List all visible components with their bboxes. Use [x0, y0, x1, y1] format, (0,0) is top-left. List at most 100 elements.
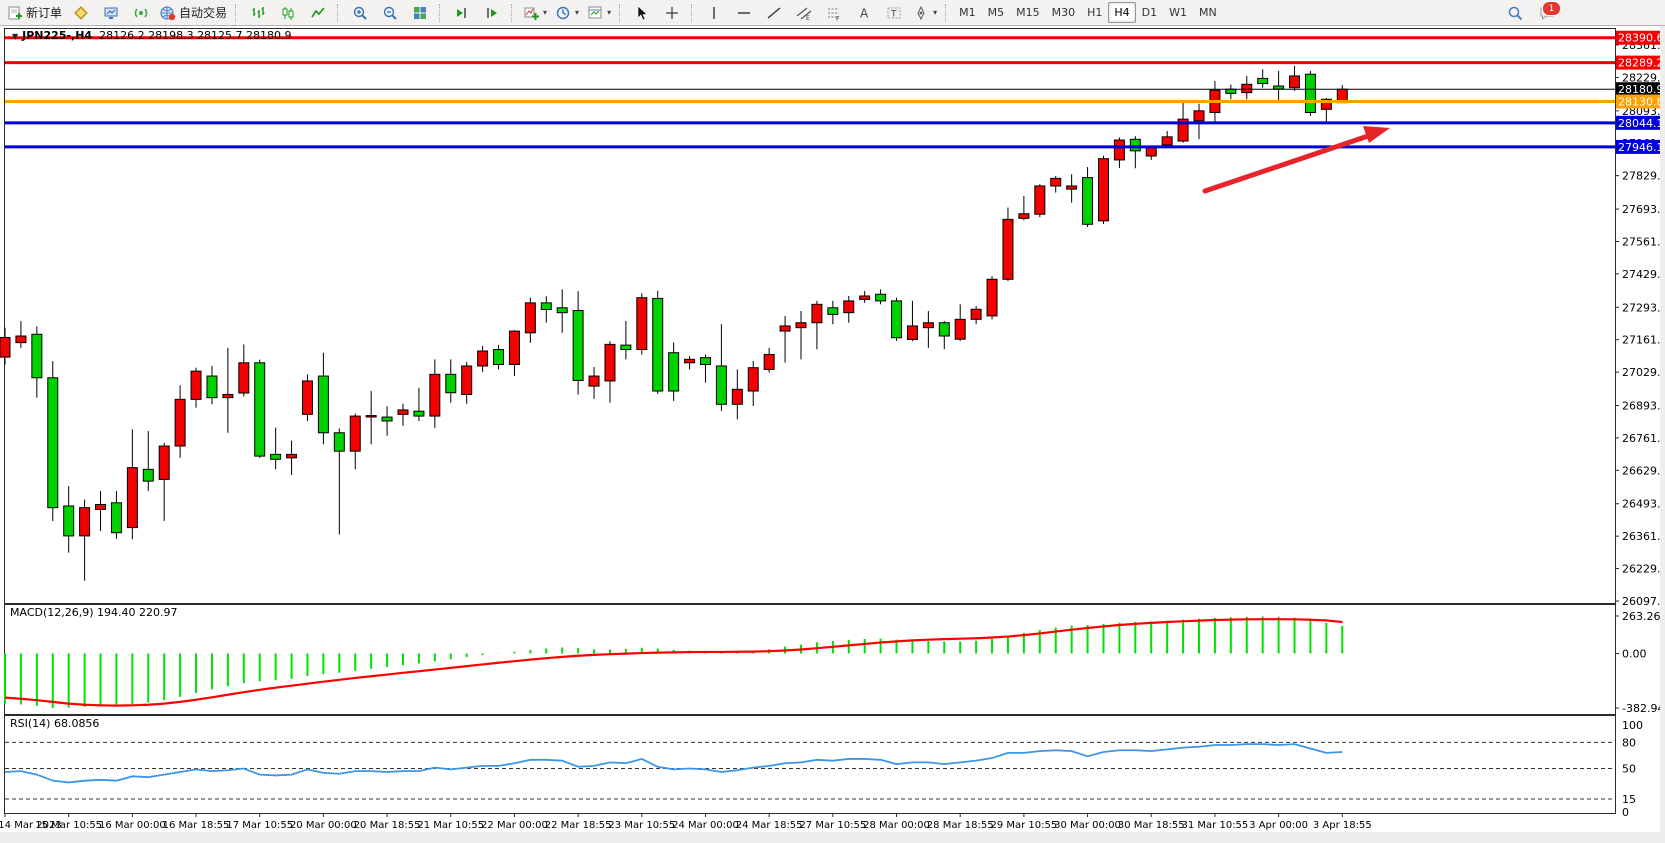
candle[interactable]	[1304, 71, 1316, 116]
candle[interactable]	[190, 367, 202, 408]
candle[interactable]	[747, 361, 759, 407]
timeframe-button-h4[interactable]: H4	[1108, 2, 1136, 23]
candle[interactable]	[1241, 75, 1253, 100]
candle[interactable]	[1034, 184, 1046, 218]
candle[interactable]	[413, 387, 425, 421]
candle[interactable]	[859, 291, 871, 303]
candle[interactable]	[668, 342, 680, 401]
candle[interactable]	[1225, 84, 1237, 100]
candle[interactable]	[524, 297, 536, 343]
candle[interactable]	[684, 356, 696, 370]
candle[interactable]	[142, 431, 154, 491]
candlesticks-layer[interactable]	[0, 65, 1348, 581]
timeframe-button-m15[interactable]: M15	[1016, 6, 1040, 19]
arrows-button[interactable]: ▾	[909, 1, 941, 24]
candle[interactable]	[126, 429, 138, 540]
bar-chart-button[interactable]	[243, 1, 273, 24]
templates-button[interactable]: ▾	[583, 1, 615, 24]
timeframe-button-d1[interactable]: D1	[1141, 6, 1158, 19]
timeframe-button-h1[interactable]: H1	[1087, 6, 1103, 19]
candle[interactable]	[1050, 175, 1062, 193]
candle[interactable]	[843, 295, 855, 323]
candle[interactable]	[317, 352, 329, 445]
candle[interactable]	[1289, 65, 1301, 91]
candle[interactable]	[222, 347, 234, 433]
candle[interactable]	[365, 391, 377, 445]
line-chart-button[interactable]	[303, 1, 333, 24]
candle[interactable]	[493, 344, 505, 370]
candle[interactable]	[381, 406, 393, 436]
candle[interactable]	[906, 300, 918, 342]
candle[interactable]	[572, 291, 584, 395]
timeframe-button-m5[interactable]: M5	[987, 6, 1005, 19]
candle[interactable]	[286, 440, 298, 476]
candle[interactable]	[429, 359, 441, 428]
candle[interactable]	[588, 366, 600, 399]
candle[interactable]	[206, 365, 218, 405]
candle[interactable]	[301, 374, 313, 421]
market-watch-button[interactable]	[96, 1, 126, 24]
macd-panel[interactable]: 263.26 0.00 -382.94	[4, 610, 1660, 715]
candle[interactable]	[715, 324, 727, 411]
gold-button[interactable]	[66, 1, 96, 24]
vertical-line-button[interactable]	[699, 1, 729, 24]
periods-button[interactable]: ▾	[551, 1, 583, 24]
candle[interactable]	[174, 385, 186, 458]
chart-window[interactable]: 28361.028229.028093.027961.027829.027693…	[0, 26, 1660, 832]
text-button[interactable]: A	[849, 1, 879, 24]
signal-button[interactable]	[126, 1, 156, 24]
candle[interactable]	[158, 443, 170, 521]
candle[interactable]	[461, 362, 473, 404]
candle[interactable]	[986, 276, 998, 320]
timeframe-button-m30[interactable]: M30	[1051, 6, 1076, 19]
chart-canvas[interactable]: 28361.028229.028093.027961.027829.027693…	[0, 26, 1660, 832]
candle[interactable]	[1113, 137, 1125, 169]
candle[interactable]	[779, 315, 791, 363]
candle[interactable]	[79, 499, 91, 581]
candle[interactable]	[31, 326, 43, 398]
candle[interactable]	[110, 490, 122, 539]
timeframe-button-mn[interactable]: MN	[1199, 6, 1217, 19]
candle[interactable]	[938, 321, 950, 350]
candle[interactable]	[954, 304, 966, 341]
timeframe-button-w1[interactable]: W1	[1169, 6, 1187, 19]
zoom-in-button[interactable]	[345, 1, 375, 24]
cursor-button[interactable]	[627, 1, 657, 24]
dropdown-arrow-icon[interactable]: ▾	[543, 8, 548, 17]
candle[interactable]	[604, 341, 616, 403]
fibonacci-button[interactable]: F	[819, 1, 849, 24]
search-button[interactable]	[1500, 1, 1530, 24]
candle[interactable]	[95, 490, 107, 532]
new-order-button[interactable]: 新订单	[3, 1, 66, 24]
dropdown-arrow-icon[interactable]: ▾	[933, 8, 938, 17]
candle[interactable]	[699, 354, 711, 383]
candle[interactable]	[1066, 174, 1078, 203]
candle[interactable]	[254, 359, 266, 458]
price-scale[interactable]: 28361.028229.028093.027961.027829.027693…	[1615, 30, 1660, 608]
candle[interactable]	[1082, 167, 1094, 227]
candle[interactable]	[333, 428, 345, 535]
candle[interactable]	[1018, 196, 1030, 221]
horizontal-lines-layer[interactable]	[5, 36, 1615, 149]
candle[interactable]	[922, 310, 934, 348]
candle[interactable]	[349, 413, 361, 470]
candle[interactable]	[763, 347, 775, 373]
candle[interactable]	[891, 297, 903, 341]
candle[interactable]	[477, 346, 489, 372]
candle[interactable]	[0, 327, 11, 365]
trend-arrow[interactable]	[1202, 126, 1390, 194]
candle[interactable]	[636, 293, 648, 355]
auto-trading-button[interactable]: 自动交易	[156, 1, 231, 24]
collapse-marker-icon[interactable]: ▼	[12, 32, 19, 41]
candle[interactable]	[1002, 207, 1014, 282]
tile-windows-button[interactable]	[405, 1, 435, 24]
candle[interactable]	[238, 344, 250, 397]
candle[interactable]	[1273, 71, 1285, 101]
auto-scroll-button[interactable]	[447, 1, 477, 24]
candle[interactable]	[15, 321, 27, 348]
candle[interactable]	[47, 361, 59, 521]
indicators-button[interactable]: ▾	[519, 1, 551, 24]
candle[interactable]	[731, 369, 743, 420]
dropdown-arrow-icon[interactable]: ▾	[607, 8, 612, 17]
